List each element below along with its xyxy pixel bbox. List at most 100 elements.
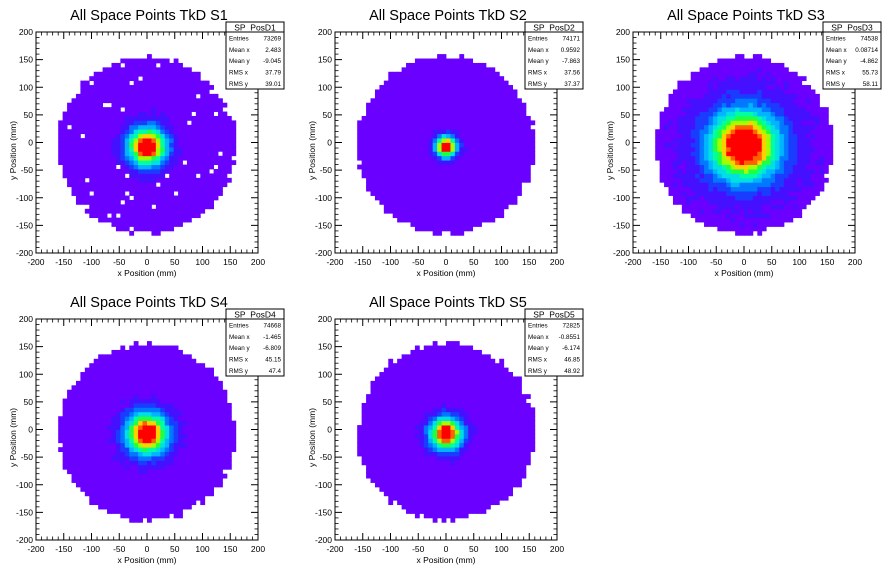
heatmap-bin	[823, 138, 829, 143]
heatmap-bin	[107, 177, 112, 183]
heatmap-bin	[468, 222, 474, 227]
heatmap-bin	[204, 115, 210, 121]
heatmap-bin	[494, 76, 500, 82]
heatmap-bin	[744, 191, 749, 196]
heatmap-bin	[379, 102, 385, 108]
heatmap-bin	[708, 133, 714, 139]
heatmap-bin	[472, 129, 478, 135]
heatmap-bin	[757, 133, 763, 139]
heatmap-bin	[401, 124, 407, 130]
heatmap-bin	[668, 138, 674, 143]
heatmap-bin	[730, 71, 736, 77]
heatmap-bin	[419, 213, 425, 219]
heatmap-bin	[186, 155, 192, 161]
heatmap-bin	[361, 133, 367, 139]
heatmap-bin	[819, 146, 825, 152]
heatmap-bin	[463, 155, 469, 161]
heatmap-bin	[828, 146, 834, 152]
heatmap-bin	[107, 204, 112, 210]
heatmap-bin	[494, 195, 500, 201]
heatmap-bin	[111, 98, 117, 104]
heatmap-bin	[761, 80, 767, 86]
heatmap-bin	[129, 451, 135, 457]
heatmap-bin	[164, 186, 170, 192]
heatmap-bin	[468, 142, 474, 148]
heatmap-bin	[459, 111, 465, 117]
heatmap-bin	[819, 115, 825, 121]
heatmap-bin	[446, 199, 451, 205]
heatmap-bin	[160, 146, 166, 152]
heatmap-bin	[379, 151, 385, 157]
heatmap-bin	[204, 182, 210, 188]
heatmap-bin	[775, 111, 780, 117]
heatmap-bin	[739, 89, 745, 95]
heatmap-bin	[120, 456, 126, 461]
heatmap-bin	[89, 76, 95, 82]
heatmap-bin	[115, 133, 121, 139]
heatmap-bin	[204, 160, 210, 165]
heatmap-bin	[721, 182, 727, 188]
heatmap-bin	[672, 199, 678, 205]
heatmap-bin	[775, 76, 780, 82]
heatmap-bin	[485, 76, 491, 82]
heatmap-bin	[517, 182, 522, 188]
heatmap-bin	[173, 120, 179, 126]
heatmap-bin	[75, 451, 81, 457]
heatmap-bin	[726, 191, 732, 196]
heatmap-bin	[828, 124, 834, 130]
heatmap-bin	[133, 513, 139, 519]
heatmap-bin	[120, 58, 126, 64]
heatmap-bin	[708, 129, 714, 135]
heatmap-bin	[182, 111, 188, 117]
heatmap-bin	[752, 71, 758, 77]
heatmap-bin	[124, 367, 130, 373]
heatmap-bin	[133, 124, 139, 130]
heatmap-bin	[182, 182, 188, 188]
heatmap-bin	[770, 204, 776, 210]
heatmap-bin	[169, 89, 175, 95]
heatmap-bin	[374, 191, 380, 196]
heatmap-bin	[779, 151, 785, 157]
heatmap-bin	[477, 129, 482, 135]
heatmap-bin	[98, 367, 103, 373]
heatmap-bin	[397, 169, 402, 174]
heatmap-bin	[517, 120, 522, 126]
heatmap-bin	[757, 89, 763, 95]
heatmap-bin	[681, 111, 687, 117]
heatmap-bin	[806, 169, 811, 174]
heatmap-bin	[712, 115, 718, 121]
heatmap-bin	[704, 222, 709, 227]
heatmap-bin	[169, 85, 175, 90]
heatmap-bin	[93, 89, 99, 95]
heatmap-bin	[499, 195, 505, 201]
heatmap-bin	[173, 71, 179, 77]
heatmap-bin	[195, 213, 201, 219]
heatmap-bin	[129, 124, 135, 130]
heatmap-bin	[815, 191, 820, 196]
x-tick-label: 200	[550, 257, 564, 267]
heatmap-bin	[468, 71, 474, 77]
heatmap-bin	[84, 442, 90, 448]
heatmap-bin	[178, 160, 183, 165]
heatmap-bin	[155, 85, 161, 90]
heatmap-bin	[129, 358, 135, 364]
heatmap-bin	[735, 155, 740, 161]
heatmap-bin	[397, 85, 402, 90]
heatmap-bin	[107, 411, 112, 417]
heatmap-bin	[383, 124, 389, 130]
heatmap-bin	[182, 107, 188, 112]
heatmap-bin	[383, 133, 389, 139]
heatmap-bin	[810, 129, 816, 135]
heatmap-bins	[655, 54, 834, 236]
heatmap-bin	[499, 76, 505, 82]
heatmap-bin	[370, 142, 376, 148]
heatmap-bin	[712, 120, 718, 126]
heatmap-bin	[432, 133, 438, 139]
heatmap-bin	[730, 76, 736, 82]
heatmap-bin	[147, 177, 152, 183]
heatmap-bin	[98, 169, 103, 174]
heatmap-bin	[98, 482, 103, 488]
heatmap-bin	[102, 376, 108, 382]
heatmap-bin	[779, 71, 785, 77]
heatmap-bin	[178, 208, 183, 214]
